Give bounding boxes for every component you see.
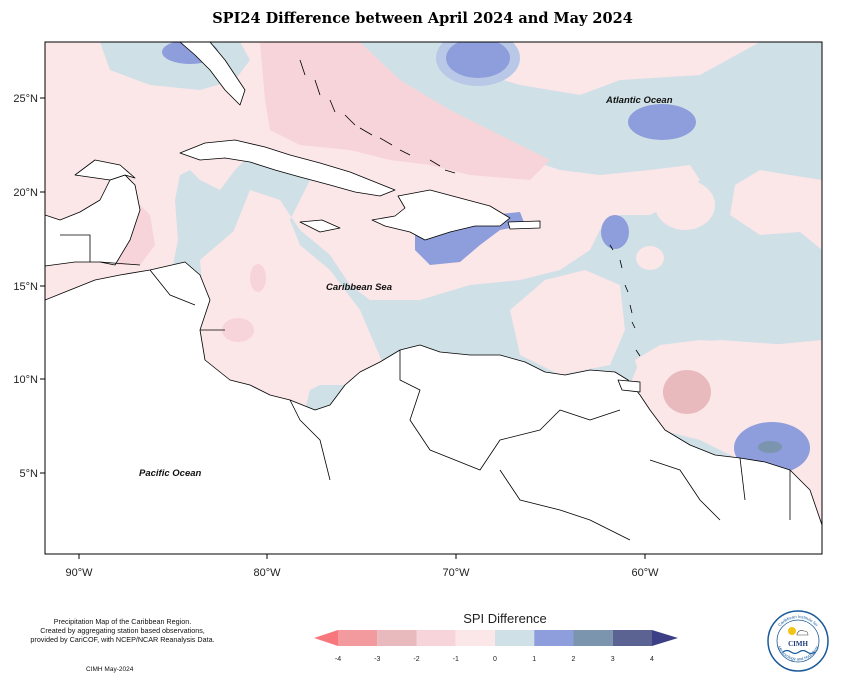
pink-spot-lesser-antilles — [636, 246, 664, 270]
colorbar-cell — [377, 630, 417, 646]
pink-region-central — [200, 230, 380, 385]
legend-title: SPI Difference — [463, 611, 547, 626]
colorbar-cell — [338, 630, 378, 646]
jamaica-outline — [299, 219, 341, 233]
south-america-land — [45, 261, 822, 554]
pink-core — [663, 370, 711, 414]
x-tick-label: 90°W — [65, 567, 93, 579]
map-title: SPI24 Difference between April 2024 and … — [212, 10, 633, 27]
colorbar-cell — [416, 630, 456, 646]
map-credit: Precipitation Map of the Caribbean Regio… — [10, 617, 235, 644]
y-tick-label: 10°N — [13, 374, 38, 386]
pacific-ocean-label: Pacific Ocean — [139, 468, 202, 479]
pink-region-south-caribbean — [510, 270, 625, 375]
blue-patch-north-1-core — [446, 42, 510, 78]
y-tick-label: 5°N — [20, 468, 39, 480]
caribbean-sea-label: Caribbean Sea — [326, 282, 392, 293]
blue-patch-guiana-core — [758, 441, 782, 453]
colorbar-extend-high — [652, 630, 678, 646]
colorbar-tick-label: 4 — [650, 656, 654, 663]
spi-difference-map: 90°W 80°W 70°W 60°W 25°N 20°N 15°N 10°N … — [13, 41, 823, 579]
pink-spot-1 — [250, 264, 266, 292]
light-blue-region-main — [172, 42, 822, 554]
credit-date: CIMH May-2024 — [86, 666, 134, 673]
blue-patch-leeward — [601, 215, 629, 249]
pink-spot-2 — [222, 318, 254, 342]
colorbar-cell — [495, 630, 535, 646]
x-tick-label: 60°W — [631, 567, 659, 579]
cloud-icon — [796, 630, 809, 636]
colorbar-extend-low — [314, 630, 338, 646]
colorbar-tick-label: 1 — [532, 656, 536, 663]
hispaniola-outline — [371, 189, 511, 241]
central-america-land — [45, 174, 141, 267]
florida-outline — [179, 42, 246, 106]
sun-icon — [788, 627, 796, 635]
y-tick-label: 20°N — [13, 187, 38, 199]
credit-line: provided by CariCOF, with NCEP/NCAR Rean… — [30, 635, 215, 644]
colorbar-tick-label: -1 — [453, 656, 459, 663]
y-tick-label: 25°N — [13, 93, 38, 105]
puerto-rico-outline — [507, 220, 541, 230]
colorbar-cells — [338, 630, 652, 646]
credit-line: Created by aggregating station based obs… — [40, 626, 205, 635]
credit-line: Precipitation Map of the Caribbean Regio… — [53, 617, 192, 626]
logo-text: CIMH — [788, 640, 808, 648]
y-tick-label: 15°N — [13, 281, 38, 293]
x-tick-label: 70°W — [442, 567, 470, 579]
colorbar-tick-label: 3 — [611, 656, 615, 663]
waves-icon — [782, 649, 816, 655]
pink-region-guianas-offshore — [635, 340, 822, 440]
colorbar-cell — [534, 630, 574, 646]
colorbar-tick-label: -3 — [374, 656, 380, 663]
lesser-antilles — [609, 244, 641, 393]
cimh-logo: CIMH Caribbean Institute for Meteorology… — [767, 610, 829, 672]
bahamas — [299, 59, 456, 174]
pink-region-bahamas — [260, 42, 550, 180]
x-tick-label: 80°W — [253, 567, 281, 579]
colorbar-ticks: -4 -3 -2 -1 0 1 2 3 4 — [335, 656, 654, 663]
cuba-outline — [179, 139, 396, 197]
country-borders — [60, 234, 791, 541]
landmass — [45, 42, 822, 554]
axis-ticks — [40, 97, 646, 559]
plot-frame — [44, 41, 823, 555]
colorbar-tick-label: 0 — [493, 656, 497, 663]
blue-patch-atlantic — [628, 104, 696, 140]
yucatan-outline — [74, 159, 136, 181]
atlantic-ocean-label: Atlantic Ocean — [605, 95, 673, 106]
colorbar-cell — [455, 630, 495, 646]
pink-spot-atlantic — [655, 180, 715, 230]
colorbar-cell — [612, 630, 652, 646]
colorbar-tick-label: 2 — [572, 656, 576, 663]
colorbar-tick-label: -4 — [335, 656, 341, 663]
colorbar-cell — [573, 630, 613, 646]
spi-colorbar: -4 -3 -2 -1 0 1 2 3 4 — [314, 630, 678, 663]
colorbar-tick-label: -2 — [413, 656, 419, 663]
